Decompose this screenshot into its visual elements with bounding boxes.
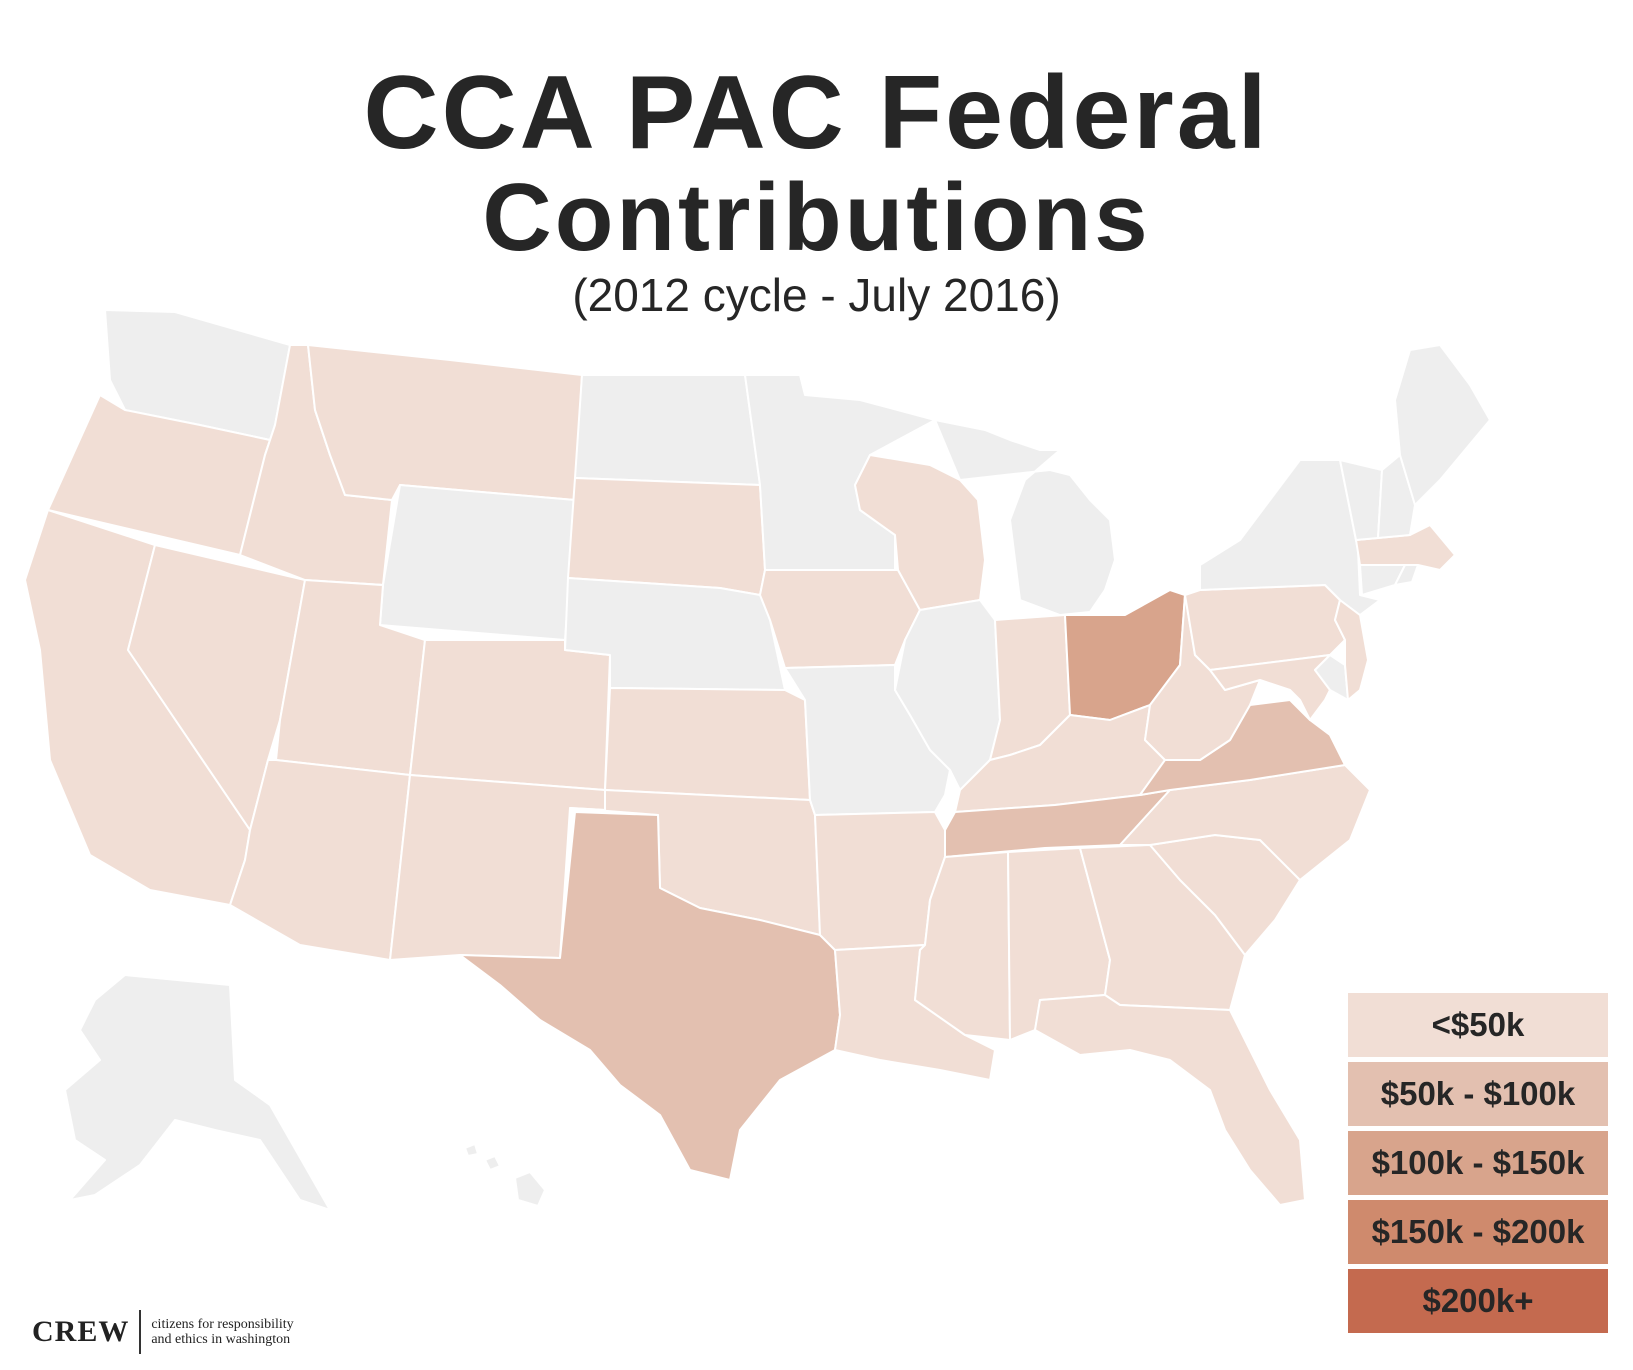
state-VT [1339, 459, 1383, 541]
legend-label: $50k - $100k [1380, 1075, 1576, 1112]
state-AK [64, 974, 331, 1211]
legend-item-200k-plus: $200k+ [1348, 1269, 1608, 1333]
state-ND [574, 374, 761, 486]
crew-tagline: citizens for responsibility and ethics i… [151, 1317, 293, 1347]
legend-label: $100k - $150k [1371, 1144, 1585, 1181]
state-MT [307, 344, 583, 501]
title-line-1: CCA PAC Federal [363, 55, 1270, 171]
state-IA [759, 569, 921, 669]
title-line-2: Contributions [482, 164, 1151, 271]
us-choropleth-map [24, 309, 1491, 1211]
state-ME [1394, 344, 1491, 506]
state-HI-island-2 [484, 1155, 501, 1171]
state-SD [567, 477, 766, 596]
crew-wordmark: CREW [32, 1315, 130, 1348]
crew-tagline-line-2: and ethics in washington [151, 1332, 291, 1347]
legend-item-100k-150k: $100k - $150k [1348, 1131, 1608, 1195]
legend-item-lt-50k: <$50k [1348, 993, 1608, 1057]
logo-divider [139, 1310, 142, 1354]
state-AR [814, 811, 946, 951]
legend-label: <$50k [1431, 1006, 1525, 1043]
legend-label: $150k - $200k [1371, 1213, 1585, 1250]
legend-label: $200k+ [1422, 1282, 1534, 1319]
crew-logo: CREW citizens for responsibility and eth… [32, 1310, 294, 1354]
state-CO [409, 639, 611, 791]
legend: <$50k $50k - $100k $100k - $150k $150k -… [1348, 993, 1608, 1338]
state-HI-island-3 [464, 1143, 479, 1157]
legend-item-150k-200k: $150k - $200k [1348, 1200, 1608, 1264]
state-KS [604, 687, 811, 801]
subtitle: (2012 cycle - July 2016) [572, 269, 1061, 321]
legend-item-50k-100k: $50k - $100k [1348, 1062, 1608, 1126]
state-FL [1034, 994, 1306, 1206]
crew-tagline-line-1: citizens for responsibility [151, 1317, 294, 1332]
state-DE [1314, 654, 1349, 701]
state-HI [514, 1171, 546, 1207]
state-MA [1355, 524, 1456, 571]
state-IL [894, 599, 1001, 791]
state-WI [854, 454, 986, 611]
state-WY [379, 484, 576, 641]
state-TX [459, 811, 841, 1181]
